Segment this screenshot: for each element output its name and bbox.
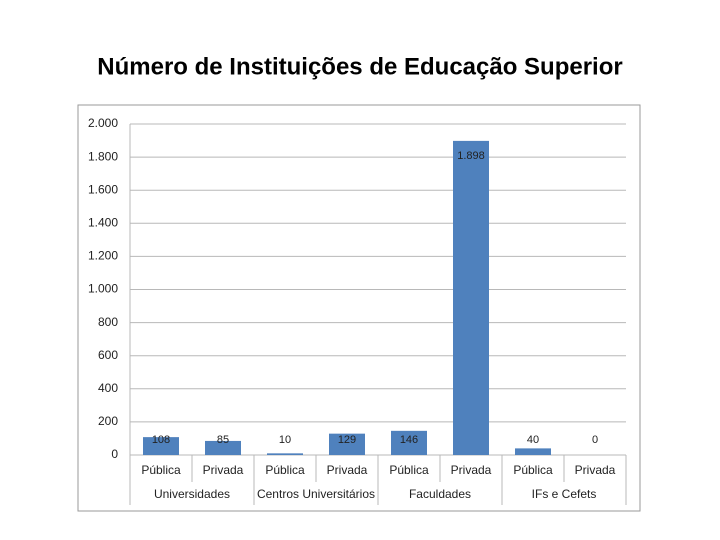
- x-group-label: Centros Universitários: [257, 487, 375, 501]
- x-group-label: Faculdades: [409, 487, 471, 501]
- y-tick-label: 1.800: [88, 149, 118, 163]
- y-tick-label: 400: [98, 381, 118, 395]
- x-tick-label: Pública: [265, 463, 305, 477]
- x-tick-label: Pública: [513, 463, 553, 477]
- bar: [329, 433, 365, 455]
- chart-frame: [77, 104, 641, 512]
- x-tick-label: Privada: [575, 463, 616, 477]
- y-tick-label: 2.000: [88, 116, 118, 130]
- bar: [453, 140, 489, 456]
- y-tick-label: 0: [111, 447, 118, 461]
- bar: [515, 448, 551, 455]
- bar: [143, 437, 179, 455]
- y-tick-label: 600: [98, 348, 118, 362]
- data-label: 146: [400, 434, 418, 446]
- x-tick-label: Pública: [389, 463, 429, 477]
- data-label: 108: [152, 434, 170, 446]
- data-label: 85: [217, 434, 229, 446]
- y-tick-label: 200: [98, 414, 118, 428]
- x-tick-label: Privada: [451, 463, 492, 477]
- x-tick-label: Privada: [203, 463, 244, 477]
- bar: [205, 440, 241, 455]
- x-group-label: Universidades: [154, 487, 230, 501]
- x-tick-label: Pública: [141, 463, 181, 477]
- data-label: 1.898: [457, 150, 485, 162]
- x-group-label: IFs e Cefets: [532, 487, 597, 501]
- data-label: 0: [592, 434, 598, 446]
- data-label: 129: [338, 434, 356, 446]
- data-label: 40: [527, 434, 539, 446]
- bar: [391, 430, 427, 455]
- chart-title: Número de Instituições de Educação Super…: [97, 53, 622, 80]
- y-tick-label: 800: [98, 315, 118, 329]
- bar: [267, 453, 303, 455]
- y-tick-label: 1.400: [88, 215, 118, 229]
- data-label: 10: [279, 434, 291, 446]
- y-tick-label: 1.000: [88, 282, 118, 296]
- y-tick-label: 1.200: [88, 249, 118, 263]
- x-tick-label: Privada: [327, 463, 368, 477]
- y-tick-label: 1.600: [88, 182, 118, 196]
